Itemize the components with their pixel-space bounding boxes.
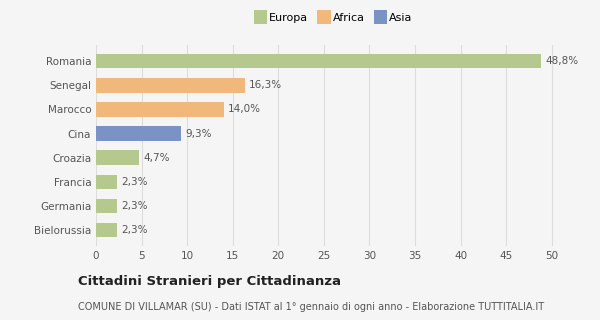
Text: 2,3%: 2,3% <box>122 177 148 187</box>
Text: 2,3%: 2,3% <box>122 201 148 211</box>
Bar <box>96 54 541 68</box>
Text: COMUNE DI VILLAMAR (SU) - Dati ISTAT al 1° gennaio di ogni anno - Elaborazione T: COMUNE DI VILLAMAR (SU) - Dati ISTAT al … <box>78 302 544 312</box>
Legend: Europa, Africa, Asia: Europa, Africa, Asia <box>251 10 415 25</box>
Text: 2,3%: 2,3% <box>122 225 148 235</box>
Text: 48,8%: 48,8% <box>545 56 578 66</box>
Bar <box>96 223 117 237</box>
Text: Cittadini Stranieri per Cittadinanza: Cittadini Stranieri per Cittadinanza <box>78 275 341 288</box>
Bar <box>96 78 245 92</box>
Bar <box>96 126 181 141</box>
Text: 14,0%: 14,0% <box>228 104 261 115</box>
Bar <box>96 174 117 189</box>
Text: 16,3%: 16,3% <box>249 80 282 90</box>
Text: 9,3%: 9,3% <box>185 129 212 139</box>
Bar <box>96 150 139 165</box>
Bar <box>96 199 117 213</box>
Text: 4,7%: 4,7% <box>143 153 170 163</box>
Bar <box>96 102 224 117</box>
